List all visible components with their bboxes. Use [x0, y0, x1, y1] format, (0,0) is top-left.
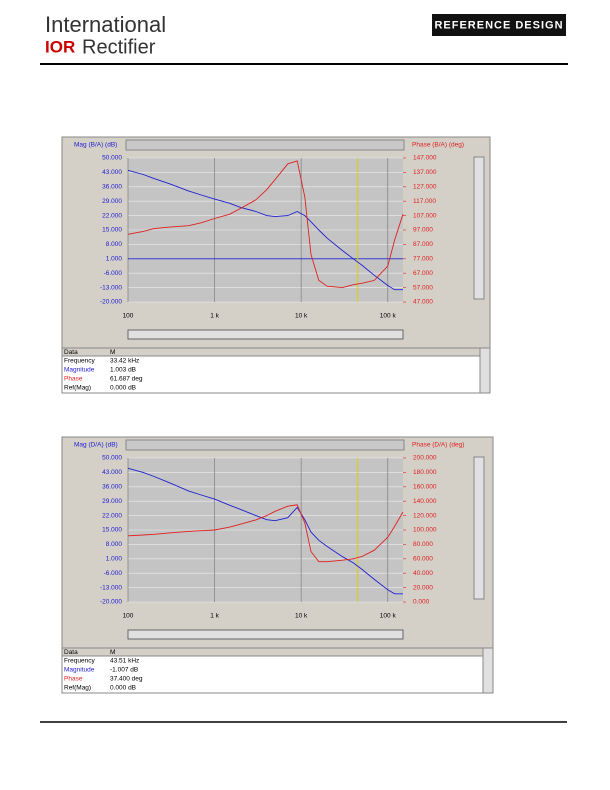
y2-tick-label: 0.000 — [413, 599, 430, 606]
y2-tick-label: 200.000 — [413, 455, 437, 462]
badge-text: REFERENCE DESIGN — [434, 19, 563, 31]
y-tick-label: -13.000 — [100, 284, 122, 291]
x-tick-label: 10 k — [295, 613, 308, 620]
x-tick-label: 100 k — [380, 613, 397, 620]
table-cell: 61.687 deg — [110, 376, 143, 383]
table-cell: Magnitude — [64, 367, 95, 374]
y2-tick-label: 60.000 — [413, 556, 433, 563]
y-tick-label: -20.000 — [100, 599, 122, 606]
table-scrollbar — [479, 347, 491, 394]
y-tick-label: 36.000 — [102, 484, 122, 491]
table-cell: -1.007 dB — [110, 667, 138, 674]
y2-tick-label: 127.000 — [413, 184, 437, 191]
y2-tick-label: 180.000 — [413, 469, 437, 476]
y-tick-label: 1.000 — [106, 556, 123, 563]
y2-tick-label: 80.000 — [413, 541, 433, 548]
v-scrollbar — [473, 156, 485, 300]
y-tick-label: 15.000 — [102, 527, 122, 534]
table-cell: Ref(Mag) — [64, 685, 91, 692]
y2-tick-label: 97.000 — [413, 227, 433, 234]
h-scrollbar — [127, 329, 404, 340]
y-tick-label: 22.000 — [102, 212, 122, 219]
table-column: M — [110, 649, 115, 656]
y2-tick-label: 20.000 — [413, 584, 433, 591]
y-tick-label: 22.000 — [102, 512, 122, 519]
left-axis-label: Mag (B/A) (dB) — [74, 142, 117, 149]
y-tick-label: 15.000 — [102, 227, 122, 234]
table-cell: Phase — [64, 676, 83, 683]
x-tick-label: 100 — [123, 313, 134, 320]
x-tick-label: 1 k — [210, 313, 219, 320]
table-column: M — [110, 349, 115, 356]
y-tick-label: 43.000 — [102, 469, 122, 476]
y-tick-label: -13.000 — [100, 584, 122, 591]
table-header — [61, 347, 491, 357]
series-line — [127, 169, 403, 291]
y-tick-label: 50.000 — [102, 155, 122, 162]
series-line — [127, 504, 404, 563]
y2-tick-label: 160.000 — [413, 484, 437, 491]
y2-tick-label: 100.000 — [413, 527, 437, 534]
y-tick-label: 50.000 — [102, 455, 122, 462]
y2-tick-label: 140.000 — [413, 498, 437, 505]
x-tick-label: 1 k — [210, 613, 219, 620]
table-cell: 1.003 dB — [110, 367, 136, 374]
y-tick-label: 29.000 — [102, 498, 122, 505]
table-column: Data — [64, 649, 78, 656]
y2-tick-label: 147.000 — [413, 155, 437, 162]
table-header — [61, 647, 494, 657]
y-tick-label: 8.000 — [106, 541, 123, 548]
y-tick-label: -6.000 — [104, 270, 123, 277]
x-tick-label: 100 — [123, 613, 134, 620]
y2-tick-label: 67.000 — [413, 270, 433, 277]
table-cell: Magnitude — [64, 667, 95, 674]
table-cell: Frequency — [64, 658, 95, 665]
y2-tick-label: 117.000 — [413, 198, 436, 205]
table-cell: 43.51 kHz — [110, 658, 139, 665]
table-cell: Ref(Mag) — [64, 385, 91, 392]
table-cell: 37.400 deg — [110, 676, 143, 683]
y-tick-label: -6.000 — [104, 570, 123, 577]
y2-tick-label: 87.000 — [413, 241, 433, 248]
table-cell: 0.000 dB — [110, 385, 136, 392]
y-tick-label: 8.000 — [106, 241, 123, 248]
h-scrollbar — [127, 629, 404, 640]
badge — [432, 14, 566, 36]
company-name: Rectifier — [82, 36, 156, 58]
table-scrollbar — [482, 647, 494, 694]
table-cell: Phase — [64, 376, 83, 383]
right-axis-label: Phase (B/A) (deg) — [412, 142, 464, 149]
v-scrollbar — [473, 456, 485, 600]
series-line — [127, 160, 404, 289]
y2-tick-label: 107.000 — [413, 212, 437, 219]
y-tick-label: 36.000 — [102, 184, 122, 191]
table-column: Data — [64, 349, 78, 356]
table-cell: 33.42 kHz — [110, 358, 139, 365]
x-tick-label: 10 k — [295, 313, 308, 320]
y2-tick-label: 47.000 — [413, 299, 433, 306]
series-line — [127, 467, 403, 595]
right-axis-label: Phase (D/A) (deg) — [412, 442, 464, 449]
table-cell: Frequency — [64, 358, 95, 365]
y-tick-label: 29.000 — [102, 198, 122, 205]
y2-tick-label: 137.000 — [413, 169, 437, 176]
title-bar — [125, 439, 405, 451]
y2-tick-label: 40.000 — [413, 570, 433, 577]
y2-tick-label: 77.000 — [413, 256, 433, 263]
y-tick-label: 43.000 — [102, 169, 122, 176]
y-tick-label: -20.000 — [100, 299, 122, 306]
title-bar — [125, 139, 405, 151]
company-name: International — [45, 12, 166, 37]
x-tick-label: 100 k — [380, 313, 397, 320]
y2-tick-label: 120.000 — [413, 512, 437, 519]
table-cell: 0.000 dB — [110, 685, 136, 692]
y-tick-label: 1.000 — [106, 256, 123, 263]
y2-tick-label: 57.000 — [413, 284, 433, 291]
left-axis-label: Mag (D/A) (dB) — [74, 442, 118, 449]
logo: IOR — [45, 37, 75, 56]
